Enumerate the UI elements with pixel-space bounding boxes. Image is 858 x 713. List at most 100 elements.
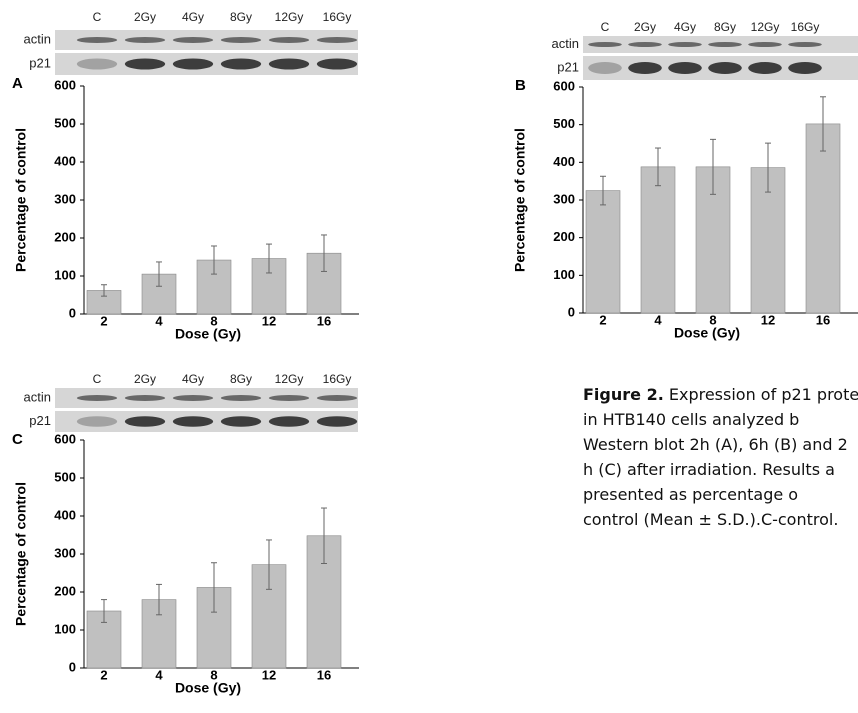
- caption-text: Expression of p21 prote: [664, 385, 858, 404]
- blot-band: [317, 37, 357, 43]
- y-axis-label: Percentage of control: [512, 128, 528, 272]
- x-axis-label: Dose (Gy): [175, 326, 241, 342]
- blot-band: [77, 59, 117, 70]
- blot-band: [748, 62, 782, 74]
- x-tick-label: 16: [816, 312, 830, 327]
- y-tick-label: 100: [553, 267, 575, 282]
- x-tick-label: 8: [210, 313, 217, 328]
- lane-label: C: [93, 10, 102, 24]
- lane-label: 16Gy: [323, 10, 352, 24]
- blot-band: [173, 37, 213, 43]
- blot-band: [317, 59, 357, 70]
- blot-band: [788, 42, 822, 47]
- lane-label: C: [93, 372, 102, 386]
- x-tick-label: 4: [155, 667, 163, 682]
- x-tick-label: 4: [654, 312, 662, 327]
- blot-band: [668, 62, 702, 74]
- y-tick-label: 300: [54, 191, 76, 206]
- blot-band: [221, 416, 261, 427]
- y-tick-label: 500: [54, 469, 76, 484]
- x-tick-label: 12: [761, 312, 775, 327]
- x-tick-label: 2: [599, 312, 606, 327]
- caption: Figure 2. Expression of p21 prote in HTB…: [583, 382, 858, 532]
- caption-line: in HTB140 cells analyzed b: [583, 407, 858, 432]
- y-tick-label: 400: [54, 153, 76, 168]
- blot-band: [77, 416, 117, 427]
- blot-band: [221, 37, 261, 43]
- y-tick-label: 200: [553, 229, 575, 244]
- caption-label: Figure 2.: [583, 385, 664, 404]
- y-tick-label: 0: [69, 659, 76, 674]
- y-tick-label: 300: [54, 545, 76, 560]
- y-tick-label: 0: [69, 305, 76, 320]
- x-tick-label: 12: [262, 667, 276, 682]
- y-tick-label: 500: [54, 115, 76, 130]
- blot-band: [125, 395, 165, 401]
- blot-band: [221, 395, 261, 401]
- caption-line: Western blot 2h (A), 6h (B) and 2: [583, 432, 858, 457]
- x-axis-label: Dose (Gy): [674, 325, 740, 341]
- y-tick-label: 300: [553, 191, 575, 206]
- blot-row-label: p21: [29, 55, 51, 70]
- blot-band: [125, 416, 165, 427]
- caption-line: Figure 2. Expression of p21 prote: [583, 382, 858, 407]
- lane-label: C: [601, 20, 610, 34]
- blot-band: [173, 59, 213, 70]
- lane-label: 12Gy: [275, 372, 304, 386]
- lane-label: 4Gy: [182, 372, 204, 386]
- panel-label: A: [12, 75, 23, 92]
- lane-label: 12Gy: [275, 10, 304, 24]
- blot-band: [221, 59, 261, 70]
- y-tick-label: 600: [54, 431, 76, 446]
- caption-line: control (Mean ± S.D.).C-control.: [583, 507, 858, 532]
- blot-band: [317, 395, 357, 401]
- blot-band: [125, 37, 165, 43]
- blot-band: [588, 62, 622, 74]
- y-tick-label: 400: [54, 507, 76, 522]
- y-tick-label: 200: [54, 229, 76, 244]
- blot-band: [269, 416, 309, 427]
- blot-band: [708, 42, 742, 47]
- lane-label: 8Gy: [714, 20, 736, 34]
- bar: [641, 167, 675, 313]
- lane-label: 4Gy: [182, 10, 204, 24]
- blot-band: [269, 395, 309, 401]
- lane-label: 2Gy: [134, 10, 156, 24]
- blot-band: [77, 395, 117, 401]
- x-tick-label: 16: [317, 667, 331, 682]
- bar: [806, 124, 840, 313]
- caption-line: h (C) after irradiation. Results a: [583, 457, 858, 482]
- lane-label: 12Gy: [751, 20, 780, 34]
- blot-band: [708, 62, 742, 74]
- x-tick-label: 8: [210, 667, 217, 682]
- x-tick-label: 2: [100, 667, 107, 682]
- y-tick-label: 400: [553, 154, 575, 169]
- x-tick-label: 12: [262, 313, 276, 328]
- bar: [586, 191, 620, 313]
- blot-row-label: actin: [552, 36, 579, 51]
- x-tick-label: 16: [317, 313, 331, 328]
- lane-label: 4Gy: [674, 20, 696, 34]
- blot-band: [628, 62, 662, 74]
- lane-label: 2Gy: [634, 20, 656, 34]
- blot-band: [269, 59, 309, 70]
- blot-row-label: actin: [24, 31, 51, 46]
- blot-row-label: p21: [29, 413, 51, 428]
- blot-band: [788, 62, 822, 74]
- blot-band: [77, 37, 117, 43]
- page: {"chart_data": [ {"type": "bar", "panel"…: [0, 0, 858, 713]
- blot-band: [588, 42, 622, 47]
- blot-band: [173, 416, 213, 427]
- panel-label: C: [12, 431, 23, 448]
- lane-label: 16Gy: [791, 20, 820, 34]
- x-tick-label: 8: [709, 312, 716, 327]
- lane-label: 16Gy: [323, 372, 352, 386]
- blot-row-label: actin: [24, 389, 51, 404]
- blot-row-label: p21: [557, 59, 579, 74]
- x-axis-label: Dose (Gy): [175, 680, 241, 696]
- caption-line: presented as percentage o: [583, 482, 858, 507]
- blot-band: [317, 416, 357, 427]
- y-tick-label: 100: [54, 621, 76, 636]
- y-tick-label: 0: [568, 304, 575, 319]
- y-axis-label: Percentage of control: [13, 128, 29, 272]
